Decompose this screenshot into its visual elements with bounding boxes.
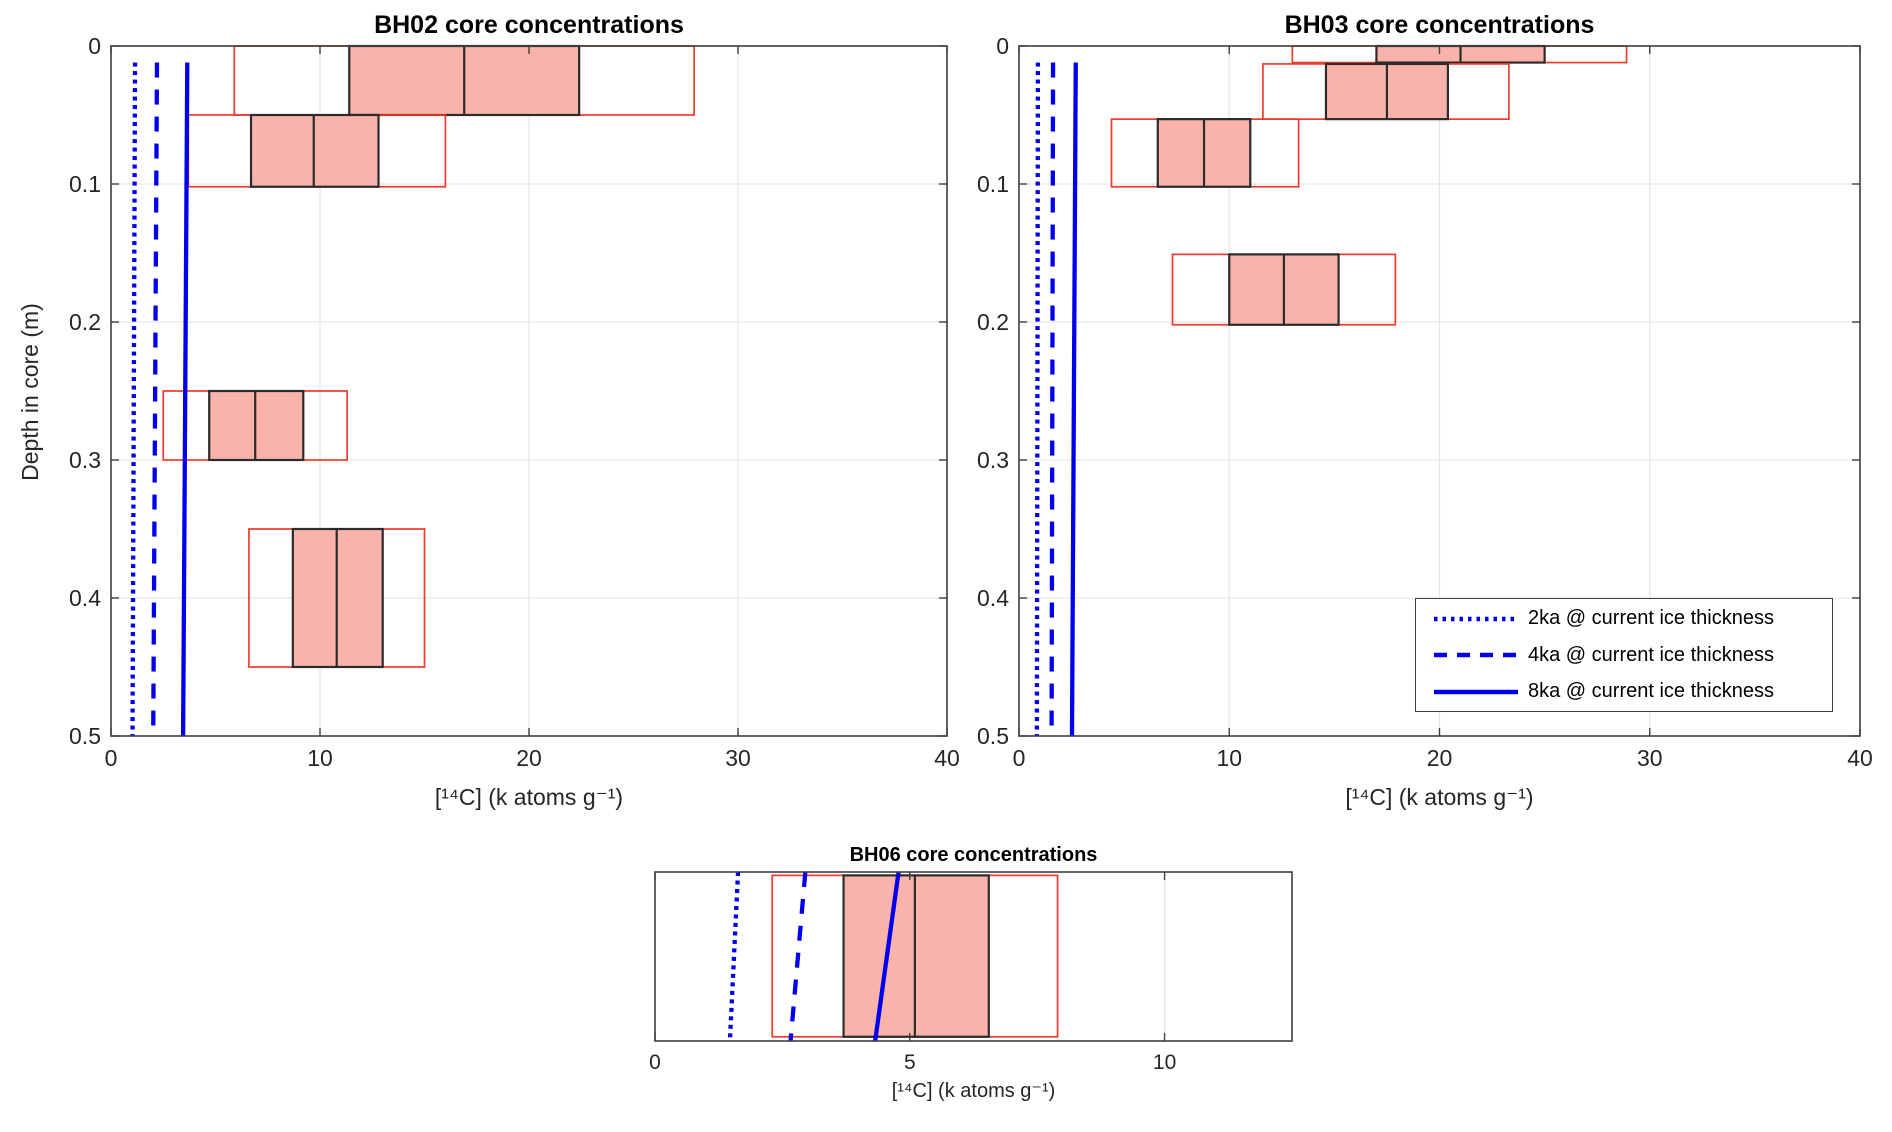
panel-bh06: 0 5 10: [649, 871, 1293, 1074]
panel-bh02: 0 10 20 30 40 0 0.1 0.2 0.3 0.4 0.5: [69, 33, 960, 771]
x-tick-label: 40: [1847, 745, 1873, 771]
x-tick-label: 30: [1637, 745, 1663, 771]
x-axis-label-bh06: [¹⁴C] (k atoms g⁻¹): [891, 1080, 1056, 1102]
model-line-4ka: [151, 62, 160, 737]
sample-range-inner: [842, 874, 990, 1038]
title-bh06: BH06 core concentrations: [849, 844, 1098, 866]
x-tick-label: 0: [105, 745, 118, 771]
y-tick-label: 0.4: [977, 585, 1009, 611]
model-line-8ka: [180, 62, 190, 737]
dashed-line-icon: [1434, 652, 1518, 658]
model-line-8ka: [1069, 62, 1078, 737]
x-tick-label: 10: [1216, 745, 1242, 771]
title-bh03: BH03 core concentrations: [1284, 11, 1595, 39]
x-axis-label-bh02: [¹⁴C] (k atoms g⁻¹): [434, 784, 624, 810]
panel-bh03: 0 10 20 30 40 0 0.1 0.2 0.3 0.4 0.5: [977, 33, 1873, 771]
model-line-4ka: [1049, 62, 1056, 737]
x-tick-label: 10: [1153, 1051, 1176, 1074]
model-line-2ka: [1034, 62, 1041, 737]
x-tick-label: 40: [934, 745, 960, 771]
x-tick-label: 0: [649, 1051, 661, 1074]
model-line-2ka: [727, 871, 741, 1042]
y-tick-label: 0.3: [69, 447, 101, 473]
legend-item-2ka: 2ka @ current ice thickness: [1416, 602, 1832, 636]
legend-label: 4ka @ current ice thickness: [1528, 643, 1774, 666]
y-tick-label: 0.3: [977, 447, 1009, 473]
x-tick-label: 10: [307, 745, 333, 771]
y-tick-label: 0.4: [69, 585, 101, 611]
y-axis-label: Depth in core (m): [17, 303, 43, 481]
axes-frame: [654, 871, 1293, 1042]
solid-line-icon: [1434, 689, 1518, 694]
legend-label: 8ka @ current ice thickness: [1528, 680, 1774, 702]
x-tick-label: 20: [1427, 745, 1453, 771]
legend-item-8ka: 8ka @ current ice thickness: [1416, 675, 1832, 709]
x-tick-label: 20: [516, 745, 542, 771]
y-tick-label: 0.1: [69, 171, 101, 197]
x-axis-label-bh03: [¹⁴C] (k atoms g⁻¹): [1345, 784, 1534, 810]
legend: 2ka @ current ice thickness 4ka @ curren…: [1415, 598, 1833, 712]
title-bh02: BH02 core concentrations: [374, 11, 684, 39]
legend-item-4ka: 4ka @ current ice thickness: [1416, 638, 1832, 672]
y-tick-label: 0.1: [977, 171, 1009, 197]
model-line-8ka: [873, 871, 901, 1042]
y-tick-label: 0.5: [69, 723, 101, 749]
y-tick-label: 0.2: [69, 309, 101, 335]
legend-label: 2ka @ current ice thickness: [1528, 607, 1774, 629]
y-tick-label: 0: [88, 33, 101, 59]
x-tick-label: 0: [1013, 745, 1026, 771]
x-tick-label: 30: [725, 745, 751, 771]
x-tick-label: 5: [904, 1051, 916, 1074]
y-tick-label: 0.5: [977, 723, 1009, 749]
y-tick-label: 0.2: [977, 309, 1009, 335]
model-line-4ka: [788, 871, 808, 1042]
model-line-2ka: [130, 62, 138, 737]
y-tick-label: 0: [996, 33, 1009, 59]
dotted-line-icon: [1434, 616, 1518, 621]
